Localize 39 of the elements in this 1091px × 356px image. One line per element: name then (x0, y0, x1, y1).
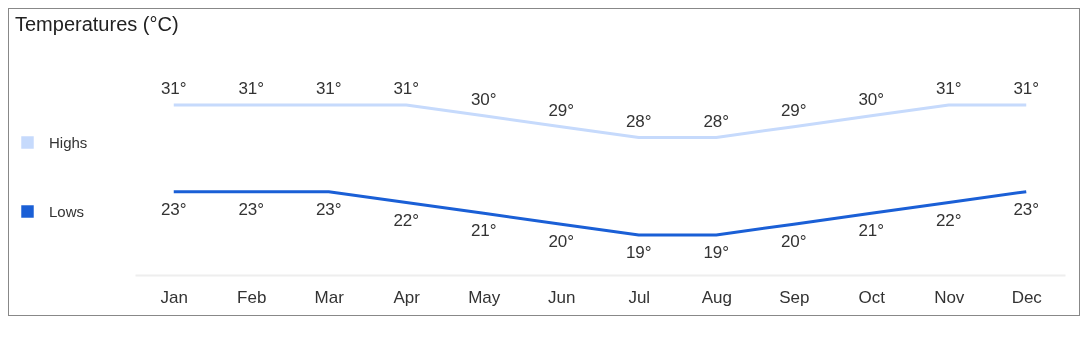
x-tick-label: Jul (628, 287, 651, 307)
data-label: 31° (393, 79, 420, 98)
data-label: 30° (470, 89, 497, 109)
data-label: 29° (548, 100, 575, 120)
data-label: 20° (780, 232, 807, 252)
legend-label: Lows (49, 202, 85, 220)
data-label: 23° (238, 199, 265, 219)
data-label: 31° (315, 79, 342, 98)
x-tick-label: Mar (314, 287, 345, 307)
data-label: 28° (625, 111, 652, 131)
x-tick-label: Nov (934, 287, 965, 307)
data-label: 22° (935, 210, 962, 230)
x-tick-label: Jun (548, 287, 576, 307)
chart-title: Temperatures (°C) (15, 13, 179, 35)
data-label: 31° (935, 79, 962, 98)
data-label: 28° (703, 111, 730, 131)
x-tick-label: Aug (701, 287, 732, 307)
x-tick-label: Apr (393, 287, 421, 307)
x-tick-label: Oct (858, 287, 886, 307)
data-label: 21° (470, 221, 497, 241)
x-tick-label: Dec (1011, 287, 1043, 307)
data-label: 22° (393, 210, 420, 230)
data-label: 29° (780, 100, 807, 120)
x-tick-label: Sep (779, 287, 810, 307)
data-label: 23° (1013, 199, 1040, 219)
data-label: 31° (238, 79, 265, 98)
data-label: 21° (858, 221, 885, 241)
data-label: 31° (1013, 79, 1040, 98)
legend-label: Highs (49, 133, 88, 151)
data-label: 23° (160, 199, 187, 219)
data-label: 31° (160, 79, 187, 98)
data-label: 23° (315, 199, 342, 219)
data-label: 30° (858, 89, 885, 109)
x-tick-label: May (468, 287, 501, 307)
x-tick-label: Feb (237, 287, 267, 307)
data-label: 20° (548, 232, 575, 252)
x-tick-label: Jan (160, 287, 188, 307)
data-label: 19° (703, 243, 730, 262)
data-label: 19° (625, 243, 652, 262)
